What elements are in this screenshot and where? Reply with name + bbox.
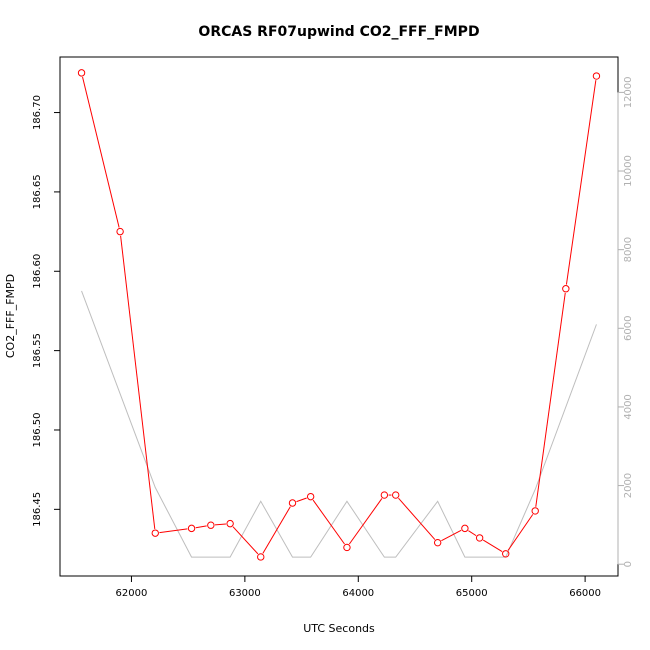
primary-series-segment xyxy=(468,530,477,537)
data-point xyxy=(116,227,124,236)
primary-series-segment xyxy=(441,529,462,542)
data-point xyxy=(77,69,86,77)
secondary-series-line xyxy=(81,290,597,558)
data-point xyxy=(392,491,400,499)
data-point xyxy=(288,499,297,507)
primary-series-segment xyxy=(507,514,534,551)
primary-series-segment xyxy=(120,235,156,530)
data-point xyxy=(592,72,601,80)
data-point xyxy=(502,550,510,558)
y-tick-label: 186.60 xyxy=(32,254,43,289)
y2-tick-label: 12000 xyxy=(623,76,634,108)
chart-title: ORCAS RF07upwind CO2_FFF_FMPD xyxy=(198,24,479,40)
data-point xyxy=(562,285,570,293)
primary-series-segment xyxy=(565,80,597,285)
data-point xyxy=(306,492,315,501)
y2-tick-label: 6000 xyxy=(623,316,634,341)
primary-series-segment xyxy=(82,76,120,228)
y-tick-label: 186.65 xyxy=(32,174,43,209)
y2-tick-label: 4000 xyxy=(623,394,634,419)
primary-series-segment xyxy=(482,539,503,553)
y2-tick-label: 0 xyxy=(623,561,634,567)
primary-series-segment xyxy=(232,526,259,555)
x-tick-label: 62000 xyxy=(116,588,148,599)
data-point xyxy=(433,538,442,547)
y-tick-label: 186.70 xyxy=(32,95,43,130)
primary-series-segment xyxy=(262,506,291,554)
x-tick-label: 64000 xyxy=(342,588,374,599)
primary-series-segment xyxy=(535,292,566,507)
data-point xyxy=(207,521,215,529)
primary-series-segment xyxy=(312,499,345,545)
y-axis-left: 186.45 186.50 186.55 186.60 186.65 186.70 xyxy=(32,95,61,527)
secondary-series-layer xyxy=(81,290,597,558)
primary-series-segment xyxy=(296,497,307,503)
data-point xyxy=(461,524,469,533)
x-tick-label: 65000 xyxy=(456,588,488,599)
plot-frame xyxy=(59,56,619,577)
primary-series-segment xyxy=(214,523,226,526)
data-point xyxy=(475,534,484,542)
primary-series-segment xyxy=(348,498,383,545)
data-point xyxy=(343,543,351,552)
y-axis-right: 0 2000 4000 6000 8000 10000 12000 xyxy=(617,76,634,567)
data-point xyxy=(531,507,539,515)
data-point xyxy=(226,519,234,528)
data-point xyxy=(187,524,196,533)
primary-series-segment xyxy=(398,497,436,540)
x-tick-label: 63000 xyxy=(229,588,261,599)
y-tick-label: 186.55 xyxy=(32,333,43,368)
y-tick-label: 186.45 xyxy=(32,492,43,527)
primary-series-segment xyxy=(159,528,188,534)
y2-tick-label: 8000 xyxy=(623,237,634,262)
data-point xyxy=(151,529,159,537)
y-axis-label: CO2_FFF_FMPD xyxy=(4,274,17,358)
data-point xyxy=(257,553,265,561)
primary-series-layer xyxy=(77,69,601,561)
x-axis-label: UTC Seconds xyxy=(303,622,375,635)
x-tick-label: 66000 xyxy=(569,588,601,599)
primary-series-segment xyxy=(195,525,207,529)
data-point xyxy=(380,491,389,499)
x-axis: 62000 63000 64000 65000 66000 xyxy=(116,575,601,599)
y2-tick-label: 10000 xyxy=(623,155,634,187)
y-tick-label: 186.50 xyxy=(32,412,43,447)
y2-tick-label: 2000 xyxy=(623,473,634,498)
